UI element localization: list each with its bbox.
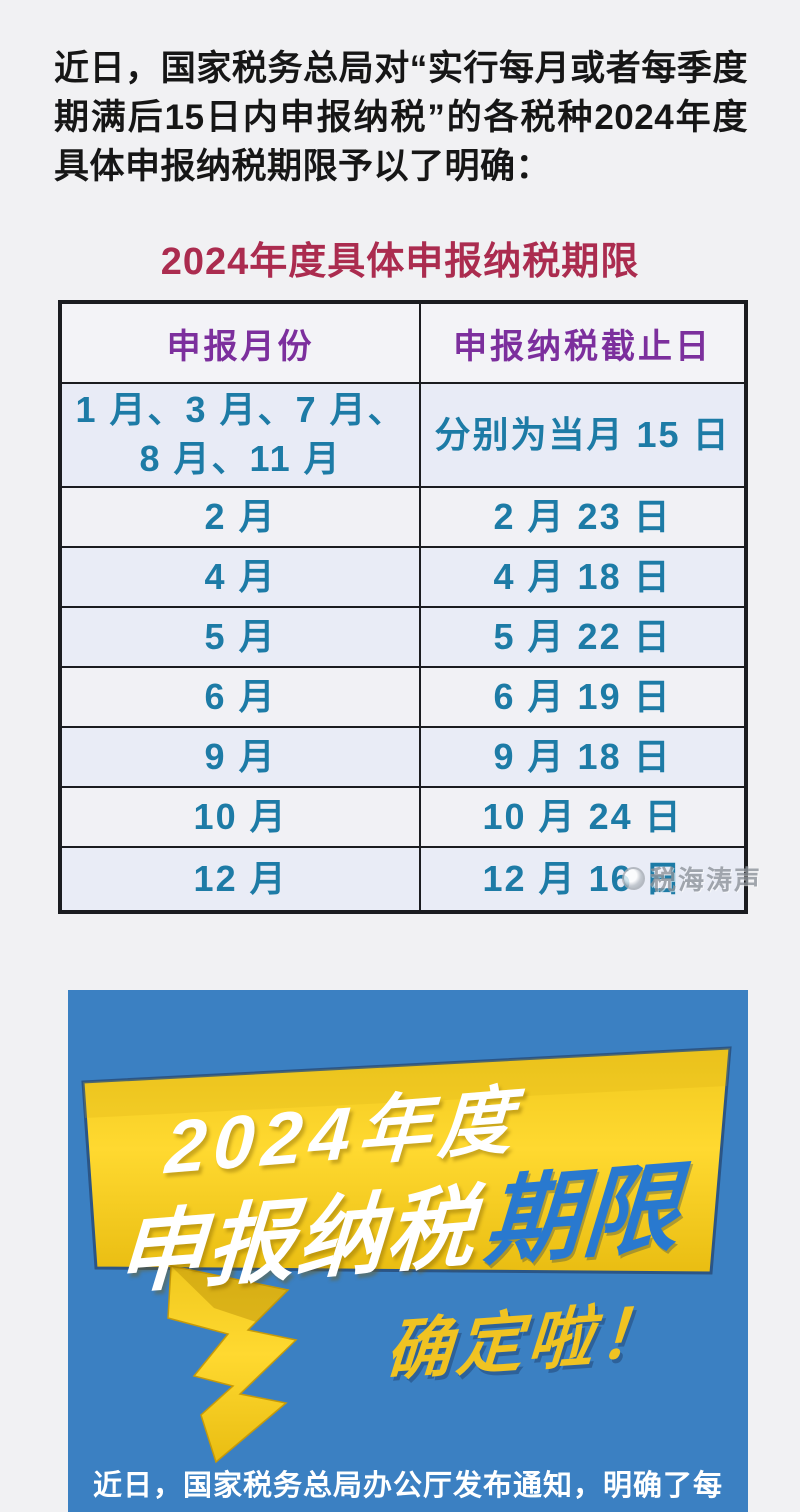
column-header-deadline: 申报纳税截止日 xyxy=(419,301,747,384)
cell-month: 5 月 xyxy=(58,606,422,668)
cell-month: 12 月 xyxy=(58,846,422,913)
cell-deadline: 10 月 24 日 xyxy=(419,786,747,848)
table-row: 2 月 2 月 23 日 xyxy=(58,486,747,548)
section-title: 2024年度具体申报纳税期限 xyxy=(160,241,640,283)
cell-month: 9 月 xyxy=(58,726,422,788)
column-header-month: 申报月份 xyxy=(58,301,422,384)
cell-month: 2 月 xyxy=(58,486,422,548)
cell-deadline: 5 月 22 日 xyxy=(419,606,747,668)
cell-deadline: 12 月 16 日 xyxy=(419,846,747,913)
table-row: 4 月 4 月 18 日 xyxy=(58,546,747,608)
banner-ribbon-graphic xyxy=(81,1046,732,1464)
table-row: 10 月 10 月 24 日 xyxy=(58,786,747,848)
table-row: 5 月 5 月 22 日 xyxy=(58,606,747,668)
table-row: 9 月 9 月 18 日 xyxy=(58,726,747,788)
cell-month: 1 月、3 月、7 月、 8 月、11 月 xyxy=(58,382,422,488)
table-header-row: 申报月份 申报纳税截止日 xyxy=(58,301,747,384)
poster-highlight-text: 期限 xyxy=(481,1152,684,1278)
poster-banner-text: 2024年度 申报纳税期限 xyxy=(68,990,748,1305)
poster-image: 2024年度 申报纳税期限 确定啦！ 近日，国家税务总局办公厅发布通知，明确了每 xyxy=(68,990,748,1512)
cell-month: 10 月 xyxy=(58,786,422,848)
cell-deadline: 4 月 18 日 xyxy=(419,546,747,608)
table-row: 6 月 6 月 19 日 xyxy=(58,666,747,728)
table-row: 1 月、3 月、7 月、 8 月、11 月 分别为当月 15 日 xyxy=(58,382,747,488)
intro-paragraph: 近日，国家税务总局对“实行每月或者每季度期满后15日内申报纳税”的各税种2024… xyxy=(54,49,748,186)
poster-caption: 近日，国家税务总局办公厅发布通知，明确了每 xyxy=(92,1470,723,1502)
poster-confirm-text: 确定啦！ xyxy=(383,1293,672,1389)
cell-deadline: 6 月 19 日 xyxy=(419,666,747,728)
cell-deadline: 2 月 23 日 xyxy=(419,486,747,548)
tax-deadline-table: 申报月份 申报纳税截止日 1 月、3 月、7 月、 8 月、11 月 分别为当月… xyxy=(58,300,748,914)
cell-deadline: 9 月 18 日 xyxy=(419,726,747,788)
cell-month: 4 月 xyxy=(58,546,422,608)
table-row: 12 月 12 月 16 日 xyxy=(58,846,747,913)
cell-deadline: 分别为当月 15 日 xyxy=(419,382,747,488)
cell-month: 6 月 xyxy=(58,666,422,728)
